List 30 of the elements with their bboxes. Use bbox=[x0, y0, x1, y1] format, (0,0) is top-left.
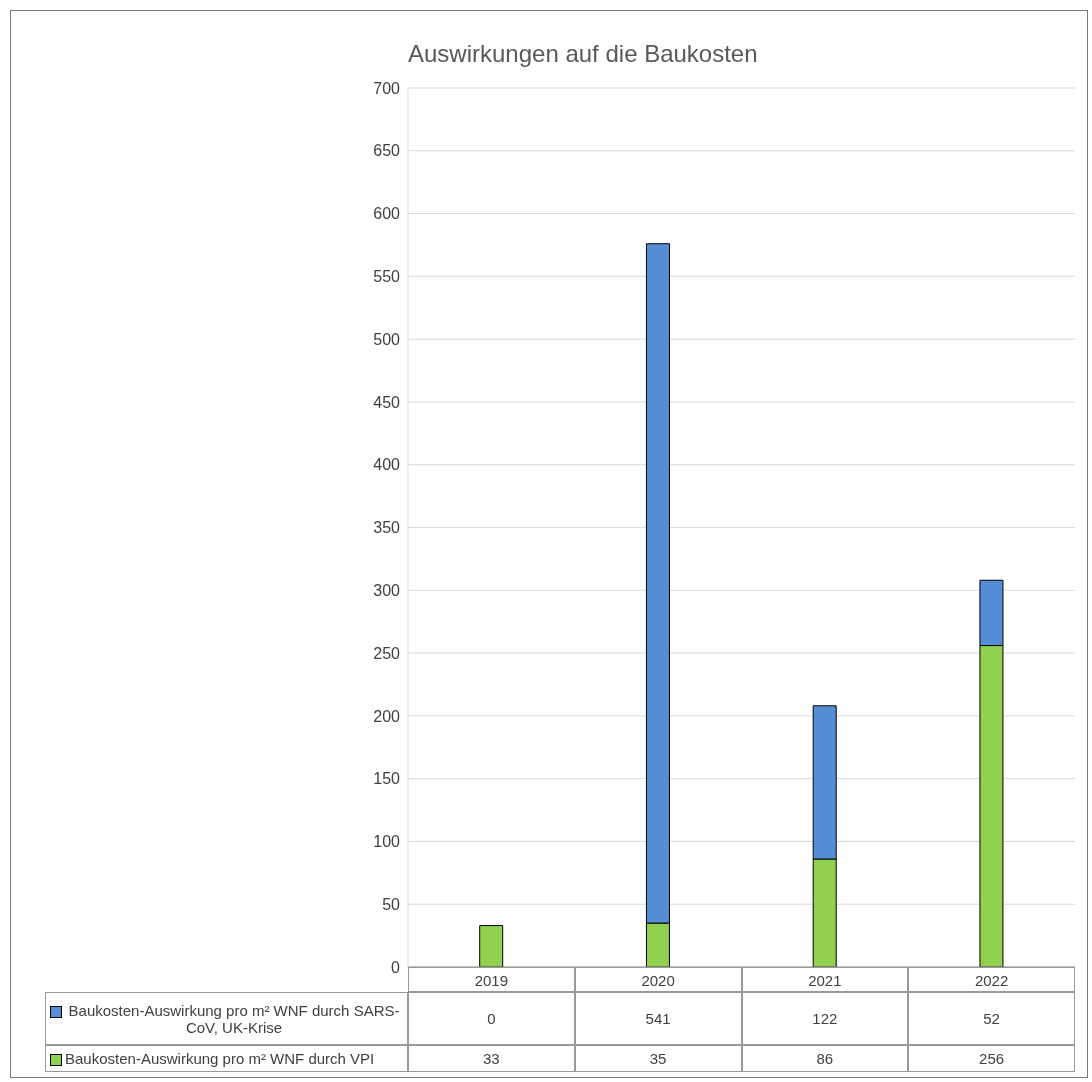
y-tick-label: 650 bbox=[373, 142, 401, 160]
y-tick-label: 450 bbox=[373, 393, 401, 411]
data-label: 33 bbox=[408, 1045, 575, 1072]
y-tick-label: 200 bbox=[373, 707, 401, 725]
y-tick-label: 50 bbox=[382, 895, 401, 913]
x-tick-label: 2020 bbox=[641, 971, 675, 989]
data-label: 256 bbox=[908, 1045, 1075, 1072]
y-tick-label: 550 bbox=[373, 268, 401, 286]
y-tick-label: 300 bbox=[373, 581, 401, 599]
y-tick-label: 350 bbox=[373, 519, 401, 537]
bar bbox=[479, 925, 504, 967]
y-tick-label: 250 bbox=[373, 644, 401, 662]
data-label: 122 bbox=[741, 992, 909, 1045]
legend-label: Baukosten-Auswirkung pro m² WNF durch SARS-CoV, UK-Krise bbox=[67, 1001, 401, 1036]
data-label: 52 bbox=[908, 992, 1075, 1045]
data-label: 541 bbox=[574, 992, 742, 1045]
y-tick-label: 150 bbox=[373, 770, 401, 788]
y-tick-label: 100 bbox=[373, 833, 401, 851]
y-tick-label: 600 bbox=[373, 205, 401, 223]
y-tick-label: 700 bbox=[373, 79, 401, 97]
chart-title: Auswirkungen auf die Baukosten bbox=[408, 40, 759, 68]
y-tick-label: 500 bbox=[373, 330, 401, 348]
x-tick-label: 2021 bbox=[808, 971, 842, 989]
data-label: 35 bbox=[574, 1045, 742, 1072]
data-label: 86 bbox=[741, 1045, 909, 1072]
y-tick-label: 400 bbox=[373, 456, 401, 474]
x-tick-label: 2019 bbox=[474, 971, 509, 989]
y-tick-label: 0 bbox=[391, 958, 401, 976]
x-tick-label: 2022 bbox=[974, 971, 1009, 989]
legend-label: Baukosten-Auswirkung pro m² WNF durch VPI bbox=[65, 1050, 375, 1067]
